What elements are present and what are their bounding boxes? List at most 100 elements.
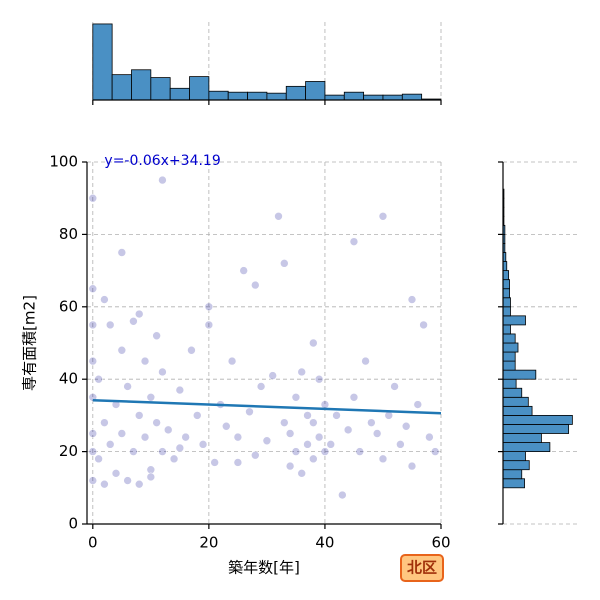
histogram-bar [324,94,345,101]
point [158,367,167,377]
point [332,411,341,420]
point [204,320,214,330]
badge: 北区 [407,559,437,577]
point [134,411,144,420]
x-tick-label: 60 [431,534,450,552]
point [88,429,98,438]
point [123,382,132,391]
point [204,302,214,312]
point [100,295,109,304]
point [140,432,150,442]
point [117,248,127,257]
point [268,371,278,380]
y-tick-label: 100 [49,153,78,171]
point [175,443,185,453]
histogram-bar [502,288,510,299]
histogram-bar [92,23,113,101]
point [198,440,208,449]
point [326,440,336,449]
y-tick-label: 60 [59,297,78,315]
x-tick-label: 0 [88,534,98,552]
point [250,280,260,290]
histogram-bar [502,478,525,489]
histogram-bar [502,424,570,434]
point [430,447,440,456]
point [245,407,254,417]
point [309,454,318,464]
point [140,356,150,366]
histogram-bar [247,91,268,101]
histogram-bar [502,333,516,344]
point [401,421,411,431]
point [233,432,243,442]
point [367,418,376,427]
regression-line [92,398,442,415]
histogram-bar [401,93,423,101]
histogram-bar [363,94,384,101]
histogram-bar [502,351,516,362]
histogram-bar [502,469,523,480]
point [88,356,98,366]
histogram-bar [502,451,526,462]
histogram-bar [502,442,551,452]
point [134,479,144,489]
histogram-bar [285,85,306,101]
point [285,461,295,471]
point [407,461,417,471]
point [338,490,347,500]
point [280,259,289,268]
point [100,479,109,489]
point [233,458,243,467]
point [146,392,156,402]
point [117,345,127,355]
point [88,476,98,485]
histogram-bar [502,342,519,353]
point [314,374,324,384]
point [146,465,156,475]
histogram-bar [150,77,171,101]
point [309,338,318,348]
histogram-bar [169,87,190,101]
point [158,175,167,185]
point [309,418,318,427]
histogram-bar [502,405,533,416]
point [210,458,219,467]
histogram-bar [502,324,511,335]
histogram-bar [502,297,511,308]
histogram-bar [208,90,229,101]
point [320,400,330,409]
point [280,418,289,427]
point [94,454,103,464]
point [94,374,103,384]
point [297,469,307,478]
y-tick-label: 20 [59,442,78,460]
point [274,212,283,221]
point [187,345,196,355]
point [361,356,370,366]
y-tick-label: 40 [59,370,78,388]
point [291,447,301,456]
histogram-bar [502,414,573,425]
histogram-bar [382,94,403,101]
point [425,432,434,442]
histogram-bar [111,74,132,101]
y-tick-label: 80 [59,225,78,243]
histogram-bar [502,433,542,443]
point [129,316,138,326]
histogram-bar [502,369,537,380]
histogram-bar [305,81,326,101]
point [158,447,167,456]
point [175,385,185,395]
point [88,284,98,294]
point [227,356,237,366]
point [343,425,353,435]
histogram-bar [502,279,510,290]
point [291,392,301,402]
point [163,425,173,435]
point [123,476,132,485]
point [256,382,266,391]
point [239,266,248,275]
point [297,367,307,377]
point [314,432,324,442]
point [303,411,312,420]
